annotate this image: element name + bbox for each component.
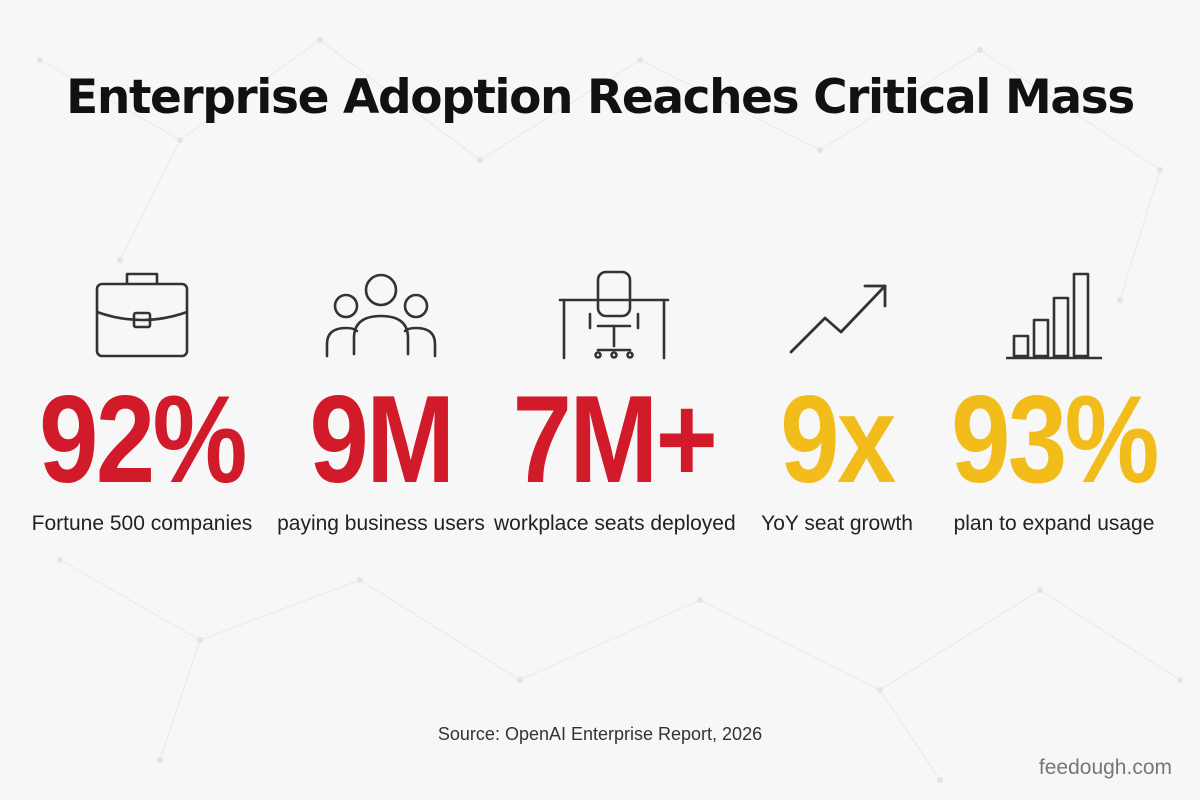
stat-value: 92% [39, 371, 247, 509]
users-group-icon [325, 273, 437, 358]
stat-value: 7M+ [512, 371, 718, 509]
stat-label: plan to expand usage [953, 512, 1155, 535]
page-title: Enterprise Adoption Reaches Critical Mas… [66, 70, 1135, 125]
stat-value: 93% [951, 371, 1159, 509]
stat-fortune-500: 92% Fortune 500 companies [22, 262, 262, 536]
stat-label: paying business users [277, 512, 485, 535]
trend-arrow-up-icon [789, 284, 887, 354]
stat-label: workplace seats deployed [494, 512, 736, 535]
stat-label: Fortune 500 companies [31, 512, 253, 535]
stat-value: 9x [780, 371, 896, 509]
stat-workplace-seats: 7M+ workplace seats deployed [494, 262, 736, 536]
stat-seat-growth: 9x YoY seat growth [717, 262, 957, 536]
watermark: feedough.com [1038, 756, 1172, 779]
bar-chart-icon [1006, 272, 1102, 360]
office-chair-desk-icon [558, 270, 670, 360]
source-note: Source: OpenAI Enterprise Report, 2026 [437, 724, 763, 744]
stat-business-users: 9M paying business users [261, 262, 501, 536]
briefcase-icon [95, 272, 189, 358]
stat-value: 9M [309, 371, 455, 509]
stat-expand-usage: 93% plan to expand usage [934, 262, 1174, 536]
stat-label: YoY seat growth [761, 512, 913, 535]
